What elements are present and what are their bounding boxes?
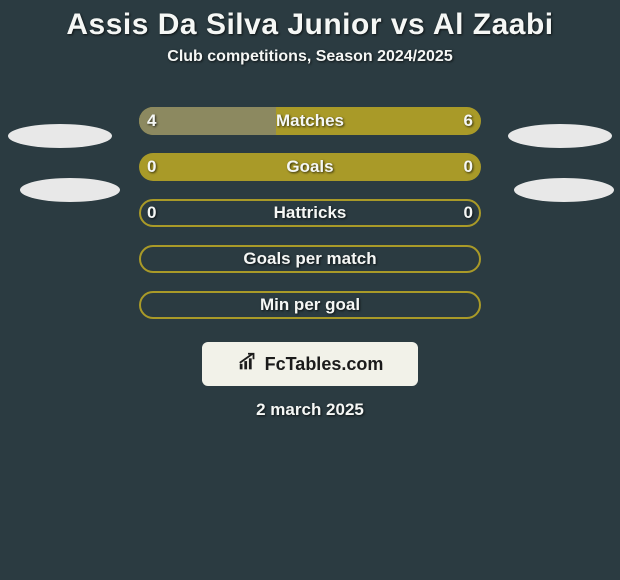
- stat-label: Min per goal: [260, 295, 360, 315]
- stat-value-right: 0: [464, 157, 473, 177]
- stat-row: Goals 0 0: [0, 144, 620, 190]
- stat-row: Hattricks 0 0: [0, 190, 620, 236]
- fctables-chart-icon: [237, 351, 259, 378]
- stat-label: Goals per match: [243, 249, 376, 269]
- stat-value-right: 0: [464, 203, 473, 223]
- stat-label: Hattricks: [274, 203, 347, 223]
- stat-bar: Min per goal: [139, 291, 481, 319]
- page-subtitle: Club competitions, Season 2024/2025: [0, 48, 620, 66]
- stat-bar: Hattricks 0 0: [139, 199, 481, 227]
- page-title: Assis Da Silva Junior vs Al Zaabi: [0, 8, 620, 42]
- stat-value-left: 4: [147, 111, 156, 131]
- fctables-logo-box: FcTables.com: [202, 342, 418, 386]
- stat-bar-left-fill: [139, 107, 276, 135]
- stat-label: Goals: [286, 157, 333, 177]
- stats-rows: Matches 4 6 Goals 0 0 Hattricks 0 0 Goals per mat…: [0, 98, 620, 328]
- page-date: 2 march 2025: [0, 400, 620, 420]
- stat-row: Goals per match: [0, 236, 620, 282]
- stat-value-left: 0: [147, 203, 156, 223]
- main-container: Assis Da Silva Junior vs Al Zaabi Club c…: [0, 0, 620, 420]
- stat-row: Matches 4 6: [0, 98, 620, 144]
- fctables-logo-text: FcTables.com: [265, 354, 384, 375]
- stat-label: Matches: [276, 111, 344, 131]
- stat-bar: Goals per match: [139, 245, 481, 273]
- stat-row: Min per goal: [0, 282, 620, 328]
- stat-value-left: 0: [147, 157, 156, 177]
- stat-value-right: 6: [464, 111, 473, 131]
- stat-bar: Goals 0 0: [139, 153, 481, 181]
- stat-bar: Matches 4 6: [139, 107, 481, 135]
